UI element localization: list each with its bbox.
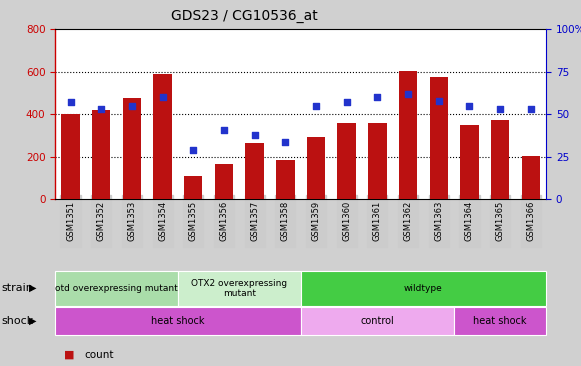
Bar <box>460 125 479 199</box>
Bar <box>123 98 141 199</box>
Point <box>158 94 167 100</box>
Point <box>373 94 382 100</box>
Bar <box>522 156 540 199</box>
Point <box>496 107 505 112</box>
Point <box>311 103 321 109</box>
Text: ▶: ▶ <box>29 316 37 326</box>
Point <box>219 127 228 132</box>
Text: shock: shock <box>2 316 34 326</box>
Text: ▶: ▶ <box>29 283 37 293</box>
Bar <box>368 123 386 199</box>
Bar <box>491 120 510 199</box>
Point <box>434 98 443 104</box>
Bar <box>245 143 264 199</box>
Bar <box>153 74 172 199</box>
Point <box>250 132 259 138</box>
Point <box>526 107 536 112</box>
Bar <box>338 123 356 199</box>
Bar <box>429 77 448 199</box>
Text: wildtype: wildtype <box>404 284 443 293</box>
Text: heat shock: heat shock <box>151 316 205 326</box>
Point <box>403 91 413 97</box>
Text: count: count <box>84 350 114 360</box>
Point <box>189 147 198 153</box>
Point <box>342 100 352 105</box>
Bar <box>184 176 203 199</box>
Point <box>281 139 290 145</box>
Text: strain: strain <box>2 283 34 293</box>
Bar <box>62 114 80 199</box>
Text: otd overexpressing mutant: otd overexpressing mutant <box>55 284 178 293</box>
Point <box>96 107 106 112</box>
Bar <box>92 110 110 199</box>
Bar <box>399 71 417 199</box>
Bar <box>276 160 295 199</box>
Bar <box>307 137 325 199</box>
Text: OTX2 overexpressing
mutant: OTX2 overexpressing mutant <box>191 279 288 298</box>
Bar <box>215 164 233 199</box>
Text: control: control <box>360 316 394 326</box>
Point <box>465 103 474 109</box>
Text: ■: ■ <box>64 350 74 360</box>
Point <box>66 100 75 105</box>
Text: heat shock: heat shock <box>474 316 527 326</box>
Text: GDS23 / CG10536_at: GDS23 / CG10536_at <box>171 9 317 23</box>
Point <box>127 103 137 109</box>
